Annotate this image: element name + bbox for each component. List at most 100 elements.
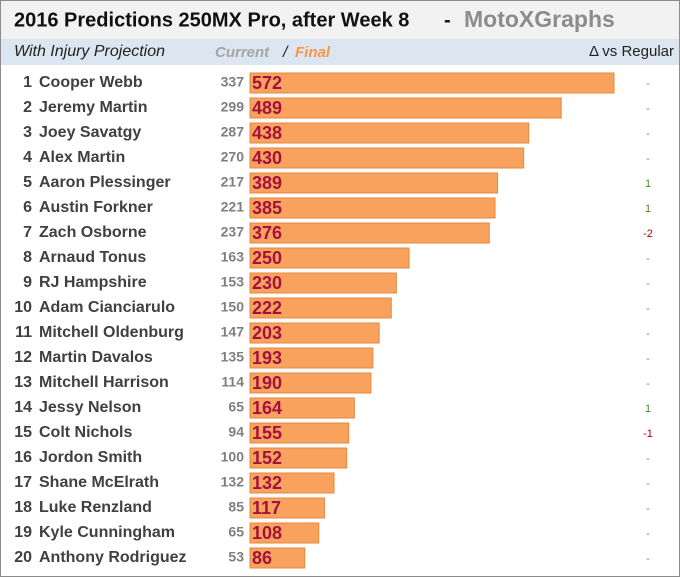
current-value: 114: [221, 374, 244, 390]
rank: 5: [23, 174, 32, 191]
rider-name: Alex Martin: [39, 149, 125, 166]
rider-name: Shane McElrath: [39, 474, 159, 491]
delta: 1: [645, 403, 651, 415]
final-label: 376: [252, 223, 282, 243]
subheader-bg: [1, 39, 679, 65]
current-value: 270: [221, 149, 245, 165]
delta: -: [646, 303, 650, 315]
delta: -: [646, 328, 650, 340]
delta: 1: [645, 203, 651, 215]
rider-name: Jessy Nelson: [39, 399, 141, 416]
rank: 19: [14, 524, 32, 541]
current-value: 53: [228, 549, 244, 565]
rank: 13: [14, 374, 32, 391]
delta: 1: [645, 178, 651, 190]
rank: 14: [14, 399, 32, 416]
current-value: 100: [221, 449, 245, 465]
bar: [249, 297, 392, 319]
final-label: 86: [252, 548, 272, 568]
rider-name: Mitchell Harrison: [39, 374, 169, 391]
delta-header: Δ vs Regular: [589, 43, 674, 60]
rider-name: Joey Savatgy: [39, 124, 141, 141]
current-value: 65: [228, 524, 244, 540]
final-label: 489: [252, 98, 282, 118]
title-separator: -: [444, 9, 451, 31]
rider-name: Kyle Cunningham: [39, 524, 175, 541]
final-label: 250: [252, 248, 282, 268]
rank: 15: [14, 424, 32, 441]
final-label: 438: [252, 123, 282, 143]
bar: [249, 522, 320, 544]
current-value: 217: [221, 174, 245, 190]
final-label: 164: [252, 398, 282, 418]
rider-name: Jeremy Martin: [39, 99, 148, 116]
final-label: 132: [252, 473, 282, 493]
rider-name: RJ Hampshire: [39, 274, 147, 291]
rank: 3: [23, 124, 32, 141]
final-label: 385: [252, 198, 282, 218]
rank: 12: [14, 349, 32, 366]
rider-name: Luke Renzland: [39, 499, 152, 516]
bar: [249, 472, 335, 494]
current-header: Current: [215, 44, 270, 61]
rank: 6: [23, 199, 32, 216]
delta: -1: [643, 428, 653, 440]
final-label: 190: [252, 373, 282, 393]
bar: [249, 322, 380, 344]
header-bg: [1, 1, 679, 39]
final-label: 155: [252, 423, 282, 443]
header-slash: /: [282, 44, 289, 61]
current-value: 135: [221, 349, 245, 365]
current-value: 237: [221, 224, 245, 240]
bar: [249, 272, 397, 294]
delta: -: [646, 253, 650, 265]
rider-name: Austin Forkner: [39, 199, 153, 216]
delta: -2: [643, 228, 653, 240]
delta: -: [646, 528, 650, 540]
final-label: 430: [252, 148, 282, 168]
bar: [249, 172, 499, 194]
current-value: 337: [221, 74, 245, 90]
rank: 20: [14, 549, 32, 566]
rider-name: Zach Osborne: [39, 224, 147, 241]
final-label: 193: [252, 348, 282, 368]
current-value: 299: [221, 99, 245, 115]
rank: 17: [14, 474, 32, 491]
rider-name: Arnaud Tonus: [39, 249, 146, 266]
bar: [249, 72, 615, 94]
rank: 7: [23, 224, 32, 241]
bar: [249, 147, 525, 169]
delta: -: [646, 103, 650, 115]
final-label: 117: [252, 498, 281, 518]
rider-name: Jordon Smith: [39, 449, 142, 466]
delta: -: [646, 378, 650, 390]
bar: [249, 247, 410, 269]
rider-name: Mitchell Oldenburg: [39, 324, 184, 341]
current-value: 221: [221, 199, 245, 215]
rider-name: Colt Nichols: [39, 424, 132, 441]
bar: [249, 497, 325, 519]
bar: [249, 122, 530, 144]
bar: [249, 447, 348, 469]
current-value: 65: [228, 399, 244, 415]
rank: 11: [15, 324, 32, 341]
delta: -: [646, 503, 650, 515]
rider-name: Martin Davalos: [39, 349, 153, 366]
rider-name: Aaron Plessinger: [39, 174, 171, 191]
subtitle: With Injury Projection: [14, 43, 165, 60]
final-label: 108: [252, 523, 282, 543]
current-value: 287: [221, 124, 245, 140]
delta: -: [646, 78, 650, 90]
bar: [249, 222, 490, 244]
rider-name: Cooper Webb: [39, 74, 143, 91]
current-value: 85: [228, 499, 244, 515]
delta: -: [646, 153, 650, 165]
rider-name: Adam Cianciarulo: [39, 299, 175, 316]
current-value: 153: [221, 274, 245, 290]
current-value: 147: [221, 324, 245, 340]
rank: 1: [23, 74, 32, 91]
bar: [249, 97, 562, 119]
rank: 9: [23, 274, 32, 291]
bar: [249, 372, 372, 394]
